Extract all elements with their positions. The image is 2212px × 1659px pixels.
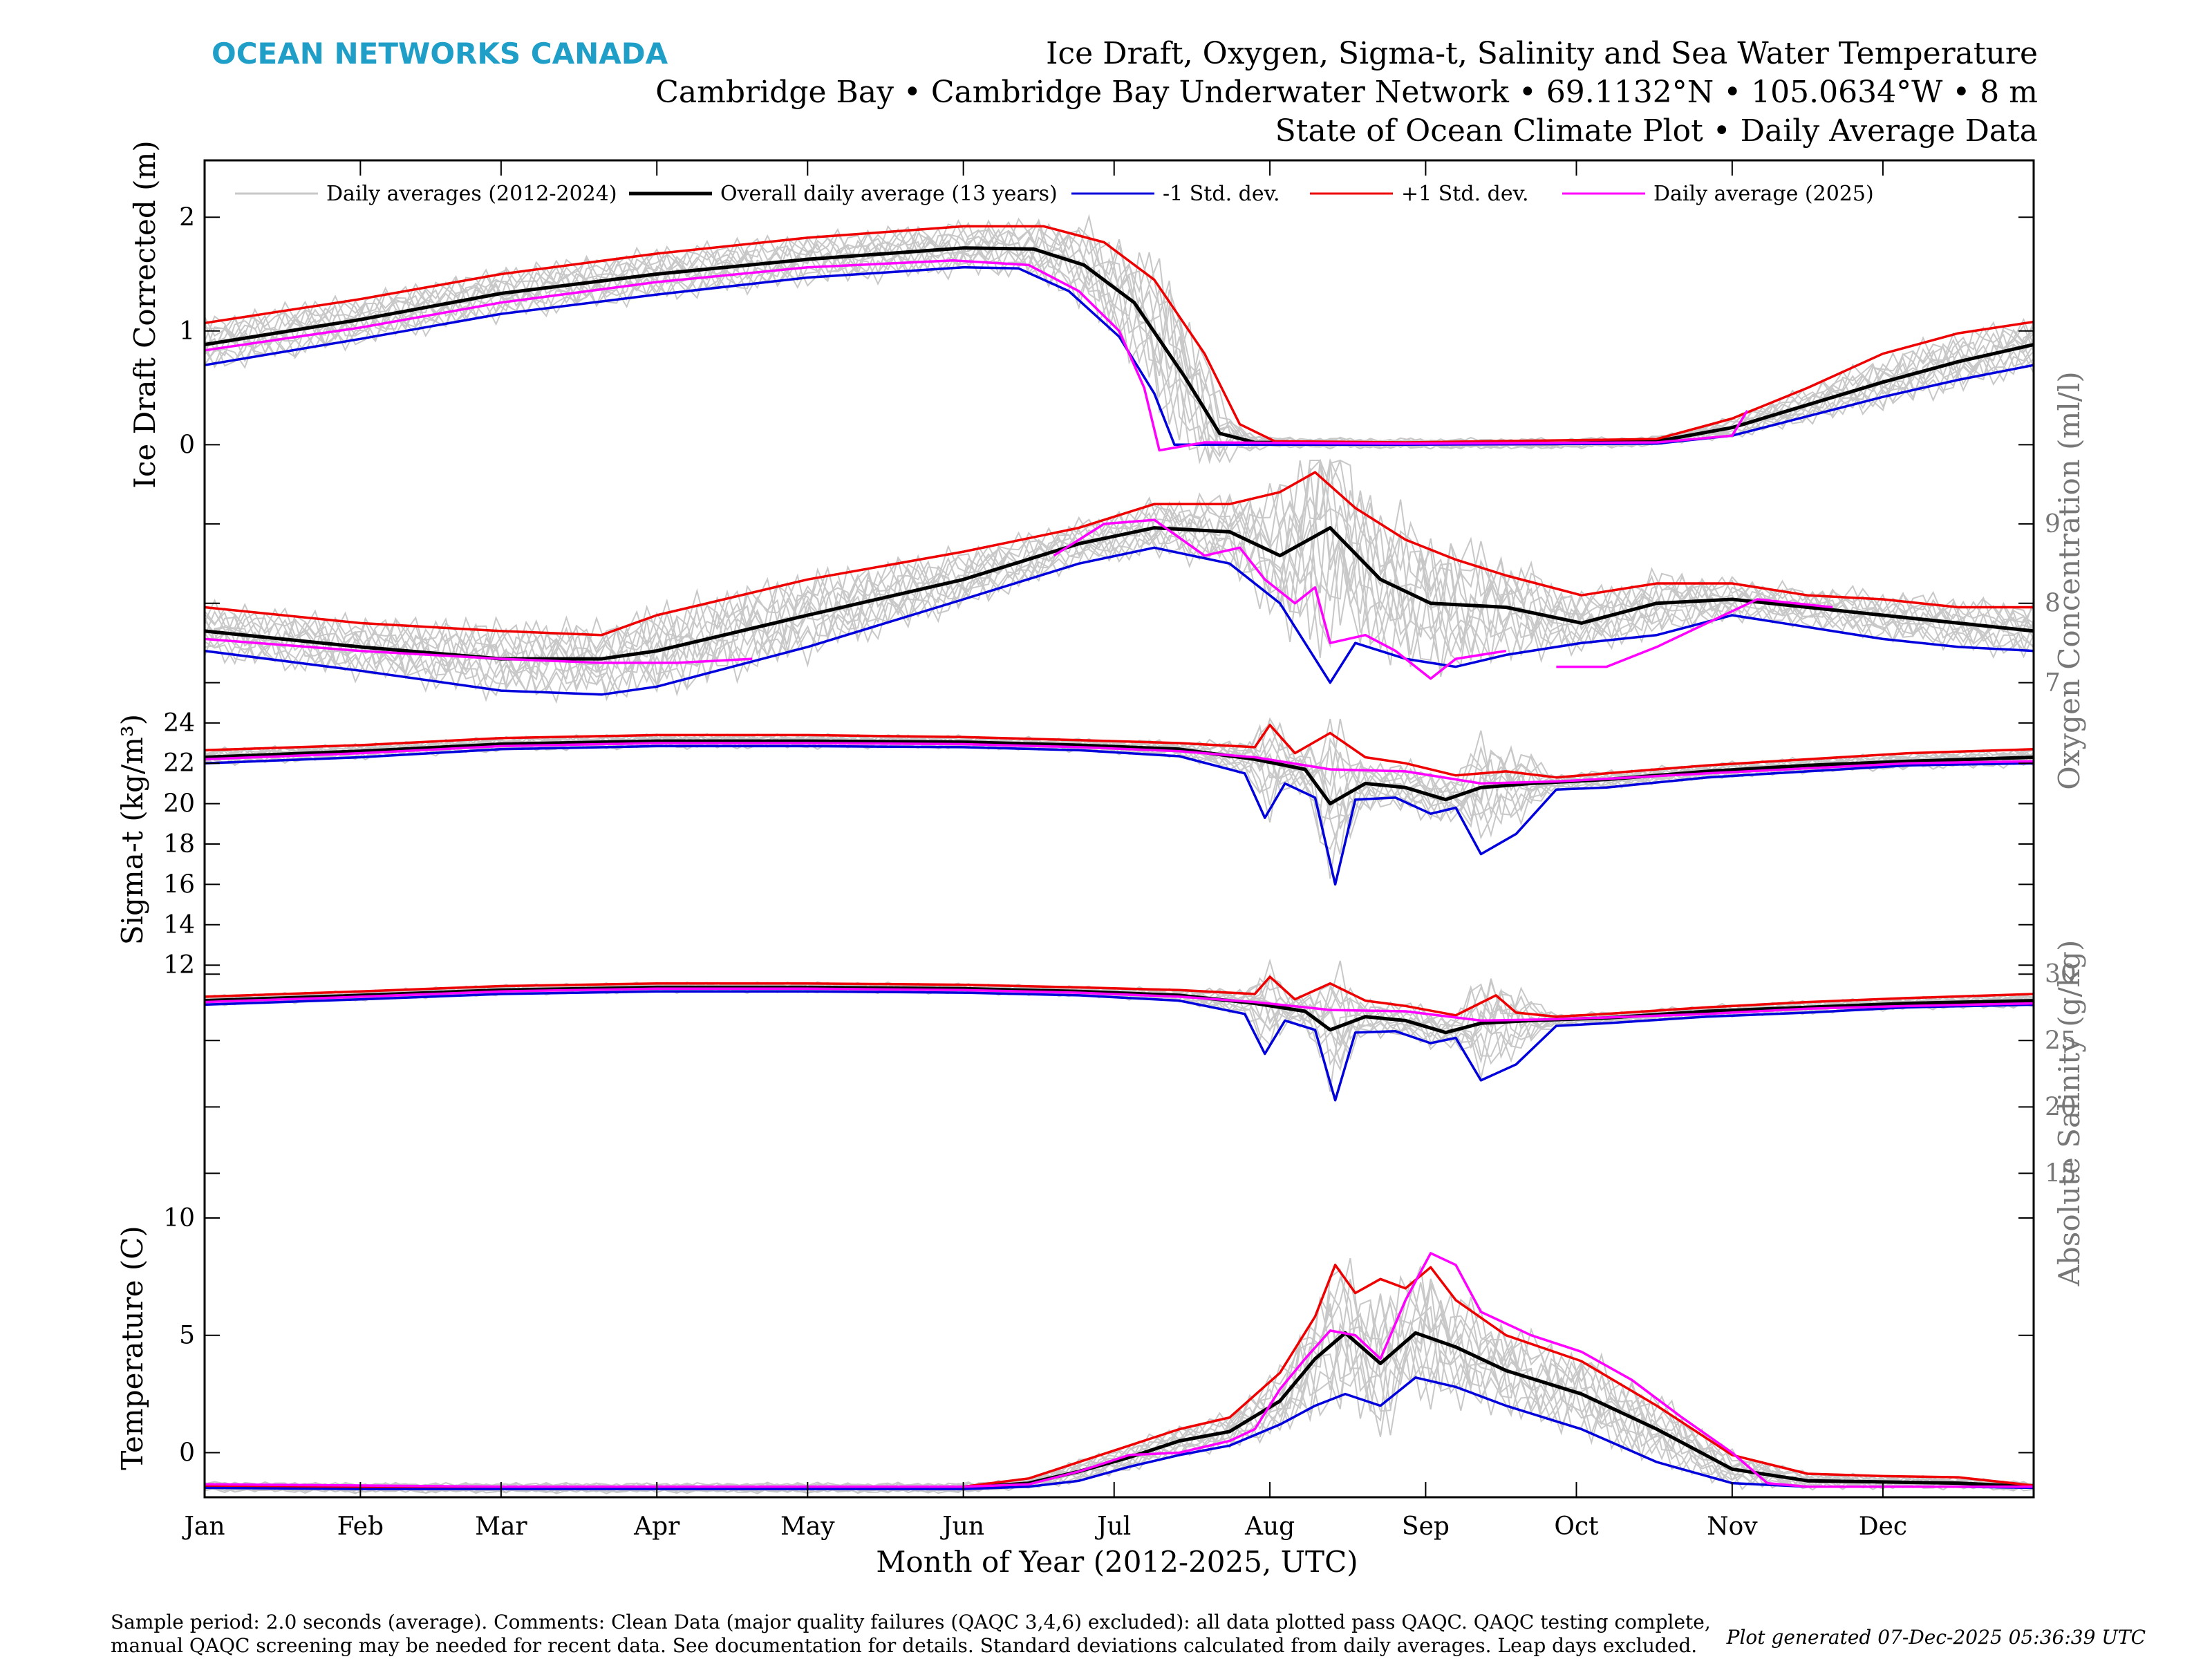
temperature-daily-average-2025-line: [204, 1252, 2034, 1488]
ice-draft-corrected-overall-daily-average-13-years-line: [204, 246, 2034, 446]
ytick-label-sigma-t: 12: [163, 951, 195, 980]
footer-generated: Plot generated 07-Dec-2025 05:36:39 UTC: [1726, 1626, 2146, 1649]
historical-line: [204, 958, 2034, 1079]
ytick-label-sigma-t: 22: [163, 749, 195, 778]
xtick-label-jul: Jul: [1094, 1512, 1131, 1541]
xtick-label-dec: Dec: [1859, 1512, 1907, 1541]
ytick-label-sigma-t: 20: [163, 790, 195, 818]
legend-label-daily-averages-2012-2024: Daily averages (2012-2024): [326, 182, 617, 206]
oxygen-concentration-1-std-dev-line: [204, 546, 2034, 696]
xtick-label-mar: Mar: [475, 1512, 527, 1541]
absolute-salinity-1-std-dev-line: [204, 975, 2034, 1018]
legend-label-overall-daily-average-13-years: Overall daily average (13 years): [720, 182, 1058, 206]
chart-subtitle-type: State of Ocean Climate Plot • Daily Aver…: [1275, 113, 2038, 149]
ytick-label-absolute-salinity: 25: [2045, 1027, 2077, 1055]
ytick-label-ice-draft-corrected: 0: [179, 431, 195, 459]
ylabel-oxygen: Oxygen Concentration (ml/l): [2052, 371, 2086, 790]
ice-draft-corrected-1-std-dev-line: [204, 265, 2034, 447]
oxygen-concentration-daily-average-2025-line: [1053, 518, 1506, 680]
historical-line: [204, 218, 2034, 452]
ytick-label-temperature: 0: [179, 1438, 195, 1467]
ylabel-temperature: Temperature (C): [115, 1226, 149, 1470]
brand-logo-text: OCEAN NETWORKS CANADA: [212, 37, 668, 71]
oxygen-concentration-daily-average-2025-line: [204, 637, 753, 664]
absolute-salinity-1-std-dev-line: [204, 990, 2034, 1102]
historical-line: [204, 458, 2034, 698]
historical-line: [204, 460, 2034, 697]
xtick-label-oct: Oct: [1554, 1512, 1599, 1541]
historical-line: [204, 221, 2034, 464]
historical-line: [204, 226, 2034, 449]
sigma-t-daily-average-2025-line: [204, 742, 2034, 785]
footer-note-line2: manual QAQC screening may be needed for …: [111, 1634, 1697, 1657]
oxygen-concentration-overall-daily-average-13-years-line: [204, 526, 2034, 661]
ytick-label-oxygen-concentration: 8: [2045, 590, 2061, 618]
historical-line: [204, 226, 2034, 460]
sigma-t-1-std-dev-line: [204, 744, 2034, 886]
xtick-label-jan: Jan: [181, 1512, 225, 1541]
historical-line: [204, 459, 2034, 698]
temperature-1-std-dev-line: [204, 1264, 2034, 1488]
ylabel-ice-draft: Ice Draft Corrected (m): [128, 140, 162, 488]
xtick-label-may: May: [780, 1512, 835, 1541]
chart-subtitle-location: Cambridge Bay • Cambridge Bay Underwater…: [655, 75, 2038, 110]
xtick-label-apr: Apr: [633, 1512, 680, 1541]
chart-title: Ice Draft, Oxygen, Sigma-t, Salinity and…: [1046, 36, 2038, 71]
plot-frame: [203, 159, 2035, 1499]
xtick-label-nov: Nov: [1707, 1512, 1758, 1541]
series-layer: [204, 225, 2034, 1490]
ytick-label-absolute-salinity: 15: [2045, 1159, 2077, 1188]
ytick-label-sigma-t: 16: [163, 870, 195, 899]
ytick-label-oxygen-concentration: 7: [2045, 669, 2061, 697]
ytick-label-oxygen-concentration: 9: [2045, 510, 2061, 538]
absolute-salinity-overall-daily-average-13-years-line: [204, 985, 2034, 1035]
ytick-label-ice-draft-corrected: 1: [179, 317, 195, 346]
oxygen-concentration-1-std-dev-line: [204, 471, 2034, 637]
ytick-label-sigma-t: 18: [163, 830, 195, 859]
historical-line: [204, 717, 2034, 840]
ytick-label-temperature: 5: [179, 1322, 195, 1350]
sigma-t-1-std-dev-line: [204, 724, 2034, 779]
legend-label-daily-average-2025: Daily average (2025): [1653, 182, 1874, 206]
xtick-label-aug: Aug: [1244, 1512, 1295, 1541]
absolute-salinity-daily-average-2025-line: [204, 987, 2034, 1022]
ytick-label-absolute-salinity: 20: [2045, 1093, 2077, 1121]
xtick-label-jun: Jun: [939, 1512, 984, 1541]
historical-line: [204, 960, 2034, 1043]
historical-line: [204, 458, 2034, 691]
ytick-label-temperature: 10: [163, 1204, 195, 1232]
xlabel: Month of Year (2012-2025, UTC): [876, 1545, 1358, 1579]
legend: Daily averages (2012-2024) Overall daily …: [235, 182, 1874, 206]
ytick-label-absolute-salinity: 30: [2045, 960, 2077, 988]
ice-draft-corrected-daily-average-2025-line: [204, 259, 1749, 452]
ytick-label-ice-draft-corrected: 2: [179, 203, 195, 232]
ylabel-sigma-t: Sigma-t (kg/m³): [115, 714, 149, 945]
footer-note-line1: Sample period: 2.0 seconds (average). Co…: [111, 1611, 1711, 1633]
xtick-label-sep: Sep: [1402, 1512, 1450, 1541]
legend-label-1-std-dev: -1 Std. dev.: [1163, 182, 1280, 206]
historical-line: [204, 718, 2034, 814]
ytick-label-sigma-t: 14: [163, 911, 195, 939]
ytick-label-sigma-t: 24: [163, 709, 195, 738]
oxygen-concentration-daily-average-2025-line: [1556, 598, 1833, 668]
ylabel-salinity: Absolute Salinity (g/kg): [2052, 940, 2086, 1287]
historical-line: [204, 484, 2034, 696]
xtick-label-feb: Feb: [337, 1512, 384, 1541]
legend-label-1-std-dev: +1 Std. dev.: [1401, 182, 1529, 206]
ice-draft-corrected-1-std-dev-line: [204, 225, 2034, 444]
